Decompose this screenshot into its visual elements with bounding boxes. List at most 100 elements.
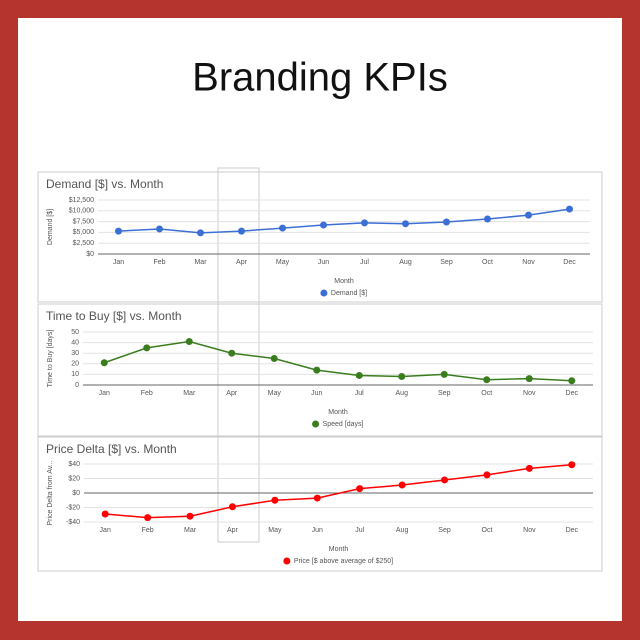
data-point [355,371,363,379]
y-tick-label: $12,500 [69,197,94,204]
x-tick-label: Mar [184,527,197,534]
x-tick-label: Sep [438,527,451,534]
data-point [271,496,279,504]
x-tick-label: Dec [566,390,579,397]
chart-box [37,303,603,437]
data-point [228,349,236,357]
data-point [270,355,278,362]
series-line [105,463,572,519]
y-axis-label: Price Delta from Av... [47,460,54,525]
y-axis-label: Demand [$] [47,209,54,245]
legend-label: Price [$ above average of $250] [294,558,393,565]
x-tick-label: Oct [482,259,493,266]
x-axis-label: Month [329,546,349,553]
x-tick-label: Oct [482,527,493,534]
data-point [566,205,573,213]
x-tick-label: Jul [355,390,364,397]
x-tick-label: Nov [523,527,536,534]
highlight [217,167,260,543]
y-tick-label: 40 [71,339,79,346]
x-tick-label: Jan [113,259,124,266]
chart-title: Demand [$] vs. Month [46,177,163,191]
y-tick-label: $5,000 [73,229,95,236]
x-axis-label: Month [334,278,354,285]
x-tick-label: Sep [438,390,451,397]
data-point [525,375,533,383]
x-tick-label: Mar [194,259,207,266]
x-tick-label: Mar [183,390,196,397]
x-tick-label: Nov [523,390,536,397]
data-point [525,464,533,472]
data-point [313,494,321,502]
y-tick-label: 30 [71,350,79,357]
data-point [320,221,327,229]
legend-label: Speed [days] [323,421,364,428]
data-point [568,377,576,385]
x-tick-label: Jun [318,259,329,266]
x-tick-label: Apr [226,390,238,397]
data-point [483,471,491,479]
data-point [356,485,364,493]
data-point [144,514,152,522]
x-tick-label: Jun [311,390,322,397]
x-tick-label: Feb [153,259,165,266]
y-tick-label: $0 [72,490,80,497]
data-point [228,503,236,511]
x-tick-label: Oct [481,390,492,397]
data-point [361,219,368,227]
series-line [104,340,572,382]
y-tick-label: 10 [71,371,79,378]
x-tick-label: Dec [566,527,579,534]
data-point [398,481,406,489]
data-point [441,476,449,484]
data-point [186,512,194,520]
y-axis-label: Time to Buy [days] [47,330,54,388]
y-tick-label: 0 [75,382,79,389]
chart-box [37,171,603,303]
data-point [483,376,491,384]
y-tick-label: -$40 [66,519,80,526]
x-tick-label: Feb [142,527,154,534]
x-tick-label: Sep [440,259,453,266]
y-tick-label: -$20 [66,504,80,511]
series-line [118,208,570,234]
data-point [101,510,109,518]
x-tick-label: Feb [141,390,153,397]
y-tick-label: $20 [68,475,80,482]
y-tick-label: $2,500 [73,240,95,247]
x-axis-label: Month [328,409,348,416]
legend-marker [283,557,291,565]
data-point [525,211,532,219]
x-tick-label: Jan [100,527,111,534]
data-point [398,373,406,381]
data-point [402,220,409,228]
x-tick-label: Nov [522,259,535,266]
data-point [313,366,321,374]
data-point [443,218,450,226]
x-tick-label: Jul [360,259,369,266]
legend-marker [320,289,328,297]
x-tick-label: Dec [563,259,576,266]
legend-label: Demand [$] [331,290,367,297]
page-title: Branding KPIs [192,56,448,100]
data-point [279,224,286,232]
x-tick-label: Jul [355,527,364,534]
data-point [197,229,204,237]
y-tick-label: $0 [86,251,94,258]
data-point [156,225,163,233]
x-tick-label: Jun [312,527,323,534]
data-point [100,359,108,367]
data-point [238,227,245,235]
data-point [568,461,576,469]
x-tick-label: May [276,259,290,266]
y-tick-label: 20 [71,361,79,368]
legend-marker [312,420,320,428]
data-point [115,227,122,235]
data-point [484,215,491,223]
x-tick-label: Aug [396,390,409,397]
x-tick-label: Jan [99,390,110,397]
y-tick-label: $7,500 [73,218,95,225]
x-tick-label: May [268,390,282,397]
data-point [143,344,151,352]
x-tick-label: Aug [399,259,412,266]
